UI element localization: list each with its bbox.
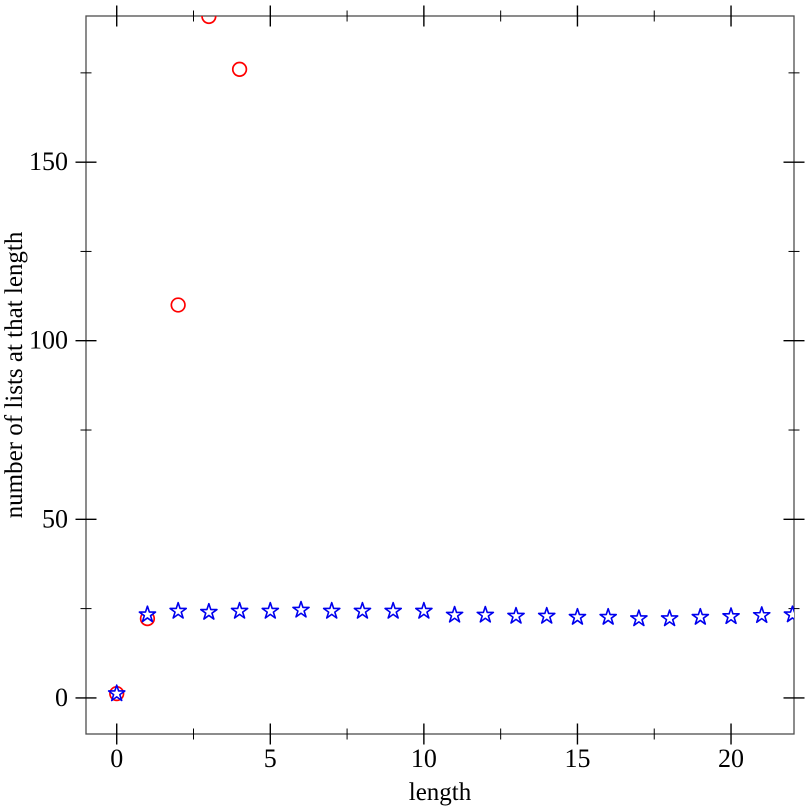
svg-text:0: 0 [110, 744, 123, 773]
svg-text:15: 15 [564, 744, 590, 773]
svg-text:20: 20 [718, 744, 744, 773]
svg-text:length: length [409, 779, 472, 806]
svg-text:number of lists at that length: number of lists at that length [1, 231, 28, 518]
svg-text:10: 10 [411, 744, 437, 773]
svg-text:0: 0 [55, 683, 68, 712]
svg-text:150: 150 [29, 147, 68, 176]
svg-text:100: 100 [29, 326, 68, 355]
svg-text:5: 5 [264, 744, 277, 773]
svg-text:50: 50 [42, 504, 68, 533]
